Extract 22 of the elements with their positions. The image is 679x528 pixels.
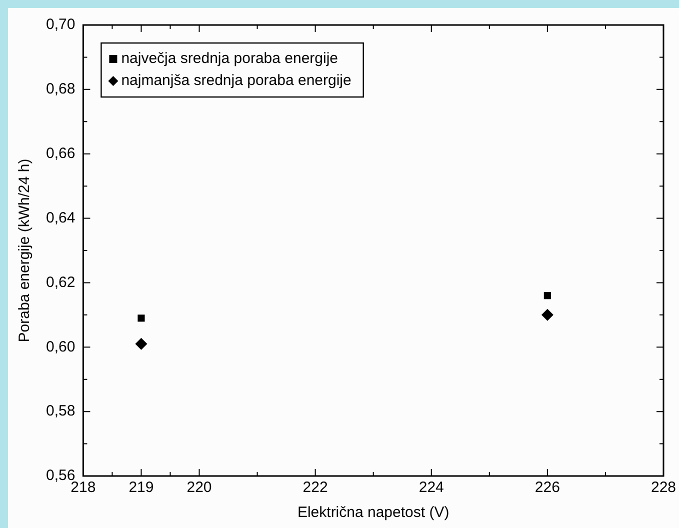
x-tick-label: 222 (302, 479, 328, 496)
x-tick-label: 224 (418, 479, 444, 496)
y-tick-label: 0,60 (46, 338, 76, 356)
point (541, 308, 554, 321)
y-tick-label: 0,64 (46, 209, 76, 226)
x-tick-label: 220 (186, 479, 212, 496)
legend-label: največja srednja poraba energije (121, 50, 338, 68)
point (135, 338, 148, 350)
point (138, 314, 145, 322)
y-tick-label: 0,70 (46, 16, 76, 34)
y-tick-label: 0,62 (46, 274, 76, 291)
x-tick-label: 219 (128, 479, 154, 496)
x-tick-label: 226 (534, 479, 560, 496)
y-tick-label: 0,68 (46, 80, 76, 98)
y-axis-title: Poraba energije (kWh/24 h) (16, 158, 34, 342)
y-tick-label: 0,58 (46, 402, 76, 420)
x-axis-title: Električna napetost (V) (297, 504, 450, 522)
legend-label: najmanjša srednja poraba energije (121, 72, 352, 90)
x-tick-label: 218 (70, 479, 96, 496)
x-tick-label: 228 (650, 479, 676, 496)
point (544, 292, 551, 300)
y-tick-label: 0,66 (46, 145, 76, 162)
